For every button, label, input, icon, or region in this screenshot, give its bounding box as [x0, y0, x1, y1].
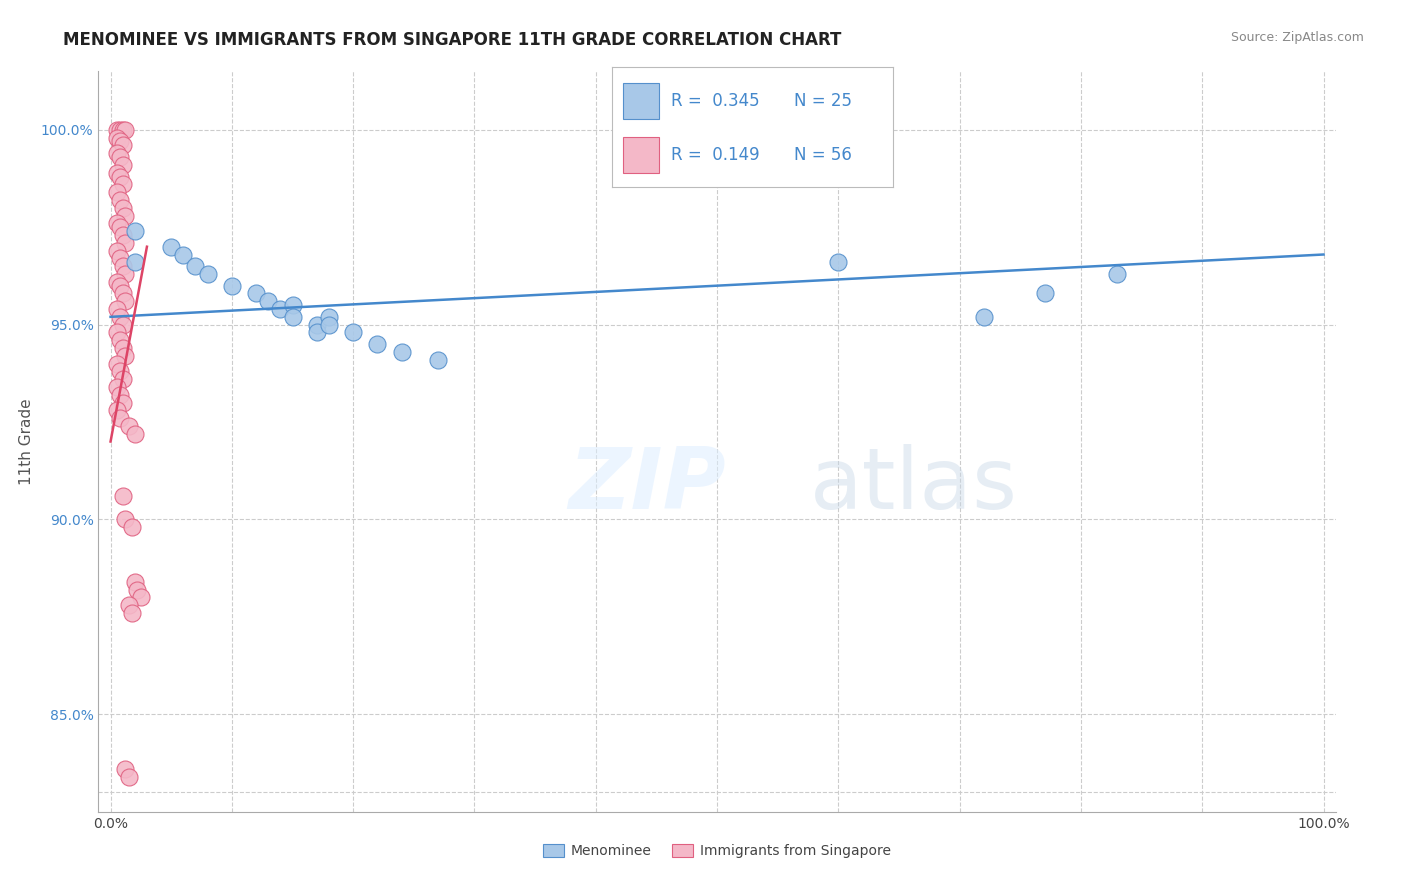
Point [827, 255, 849, 269]
Point [257, 294, 280, 309]
Point [973, 310, 995, 324]
Point [114, 209, 136, 223]
Point [391, 345, 413, 359]
Point [633, 123, 655, 137]
Point [110, 411, 132, 425]
Point [111, 227, 134, 242]
Point [111, 286, 134, 301]
Point [1107, 267, 1129, 281]
Point [305, 326, 328, 340]
Point [121, 520, 143, 534]
Point [111, 395, 134, 409]
Text: N = 25: N = 25 [794, 92, 852, 110]
Point [111, 178, 134, 192]
Point [105, 130, 128, 145]
Point [105, 380, 128, 394]
Point [110, 169, 132, 184]
Point [305, 318, 328, 332]
Point [366, 337, 388, 351]
Point [111, 318, 134, 332]
Point [114, 349, 136, 363]
Point [318, 318, 340, 332]
Y-axis label: 11th Grade: 11th Grade [20, 398, 34, 485]
Point [281, 298, 304, 312]
Point [114, 235, 136, 250]
Point [118, 419, 141, 434]
Point [124, 224, 146, 238]
Point [1033, 286, 1056, 301]
Point [111, 123, 134, 137]
Point [110, 135, 132, 149]
Text: Source: ZipAtlas.com: Source: ZipAtlas.com [1230, 31, 1364, 45]
Point [129, 591, 152, 605]
Point [114, 294, 136, 309]
Point [111, 138, 134, 153]
Point [105, 357, 128, 371]
Point [105, 301, 128, 316]
Point [281, 310, 304, 324]
Point [318, 310, 340, 324]
Text: ZIP: ZIP [568, 444, 727, 527]
Point [110, 193, 132, 207]
Point [110, 150, 132, 164]
Point [118, 770, 141, 784]
Point [110, 123, 132, 137]
Point [111, 341, 134, 355]
Point [114, 512, 136, 526]
Point [124, 426, 146, 441]
Point [110, 388, 132, 402]
Point [118, 598, 141, 612]
Text: N = 56: N = 56 [794, 145, 852, 164]
Point [114, 123, 136, 137]
Point [105, 403, 128, 417]
Text: atlas: atlas [810, 444, 1018, 527]
Point [110, 310, 132, 324]
Point [160, 240, 183, 254]
Text: MENOMINEE VS IMMIGRANTS FROM SINGAPORE 11TH GRADE CORRELATION CHART: MENOMINEE VS IMMIGRANTS FROM SINGAPORE 1… [63, 31, 842, 49]
Point [342, 326, 364, 340]
Point [124, 574, 146, 589]
Point [111, 158, 134, 172]
Point [110, 278, 132, 293]
Point [245, 286, 267, 301]
Point [110, 220, 132, 235]
Point [110, 364, 132, 378]
Point [105, 146, 128, 161]
Point [105, 166, 128, 180]
Point [111, 489, 134, 503]
Text: R =  0.149: R = 0.149 [671, 145, 759, 164]
Point [105, 244, 128, 258]
Point [114, 267, 136, 281]
Point [110, 333, 132, 347]
Point [111, 201, 134, 215]
Point [124, 255, 146, 269]
Bar [623, 136, 659, 173]
Point [269, 301, 291, 316]
Point [110, 252, 132, 266]
Point [121, 606, 143, 620]
Point [105, 275, 128, 289]
Point [427, 352, 450, 367]
Point [197, 267, 219, 281]
Bar [623, 83, 659, 119]
Point [105, 123, 128, 137]
Point [111, 259, 134, 273]
Point [111, 372, 134, 386]
Point [127, 582, 149, 597]
Point [114, 762, 136, 776]
Point [105, 185, 128, 199]
Point [105, 216, 128, 230]
Legend: Menominee, Immigrants from Singapore: Menominee, Immigrants from Singapore [537, 838, 897, 864]
Point [184, 259, 207, 273]
Point [105, 326, 128, 340]
Point [172, 247, 194, 261]
Text: R =  0.345: R = 0.345 [671, 92, 759, 110]
Point [221, 278, 243, 293]
